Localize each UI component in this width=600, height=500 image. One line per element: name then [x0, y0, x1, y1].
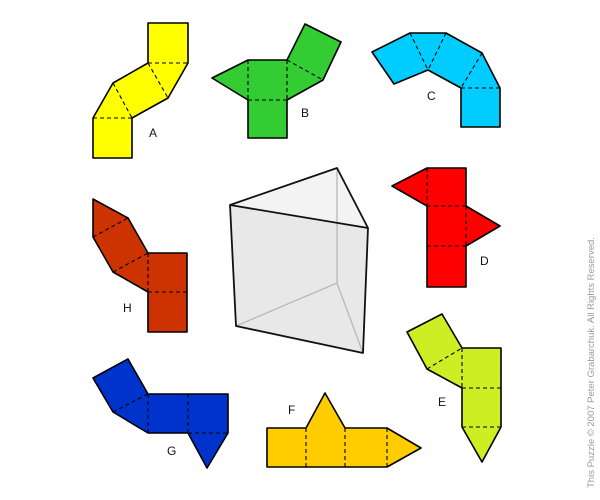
net-a-label: A [149, 126, 157, 140]
net-c-shape [371, 32, 501, 128]
net-b[interactable]: B [211, 23, 342, 139]
prism-top-face [230, 168, 368, 228]
net-f[interactable]: F [266, 392, 422, 468]
net-d-label: D [480, 254, 489, 268]
prism-hidden-edges [235, 168, 364, 354]
net-c-label: C [427, 89, 436, 103]
net-c[interactable]: C [371, 32, 501, 128]
net-b-shape [211, 23, 342, 139]
net-b-label: B [301, 106, 309, 120]
triangular-prism [229, 167, 369, 354]
net-e-shape [406, 313, 502, 463]
net-d[interactable]: D [391, 167, 501, 288]
copyright-credit: This Puzzle © 2007 Peter Grabarchuk. All… [586, 237, 597, 488]
net-d-shape [391, 167, 501, 288]
net-h-label: H [123, 301, 132, 315]
prism-outline [229, 167, 369, 354]
net-g-shape [92, 358, 229, 469]
net-g-label: G [167, 444, 176, 458]
net-a[interactable]: A [92, 22, 189, 159]
net-f-label: F [288, 403, 295, 417]
net-a-shape [92, 22, 189, 159]
net-e-label: E [438, 395, 446, 409]
net-h[interactable]: H [92, 198, 188, 333]
net-h-shape [92, 198, 188, 333]
net-e[interactable]: E [406, 313, 502, 463]
net-g[interactable]: G [92, 358, 229, 469]
